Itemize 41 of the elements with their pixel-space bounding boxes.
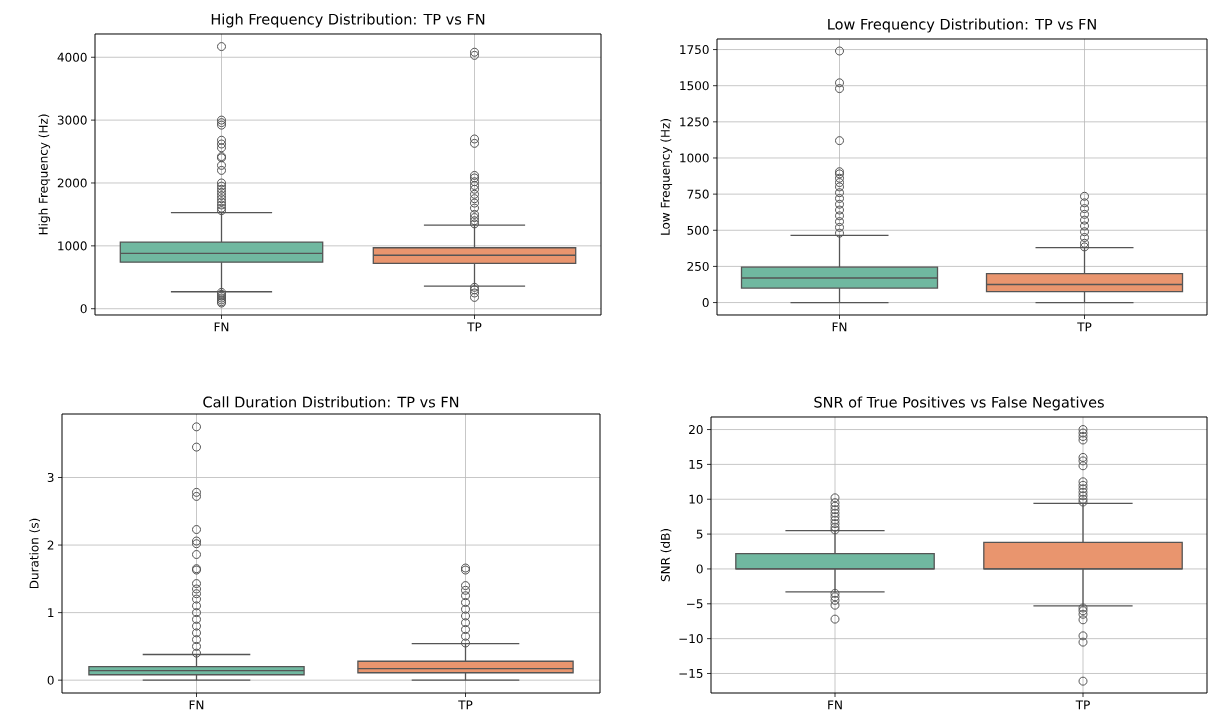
y-tick-label: 0 bbox=[80, 304, 87, 314]
y-axis-title: Duration (s) bbox=[29, 518, 40, 589]
y-tick-label: 4000 bbox=[57, 52, 87, 62]
chart-title: High Frequency Distribution: TP vs FN bbox=[211, 13, 485, 28]
y-tick-label: 10 bbox=[689, 494, 703, 504]
x-tick-label: FN bbox=[828, 700, 842, 710]
y-tick-label: 2000 bbox=[57, 178, 87, 188]
x-tick-label: TP bbox=[1075, 700, 1090, 710]
y-tick-label: −10 bbox=[679, 634, 703, 644]
y-axis-title: Low Frequency (Hz) bbox=[660, 119, 673, 235]
y-tick-label: 500 bbox=[687, 225, 709, 235]
y-tick-label: 250 bbox=[687, 261, 709, 271]
y-tick-label: −15 bbox=[679, 669, 703, 678]
y-tick-label: 1 bbox=[48, 608, 54, 617]
x-tick-label: TP bbox=[467, 322, 482, 332]
y-axis-title: High Frequency (Hz) bbox=[38, 114, 51, 235]
y-tick-label: 2 bbox=[47, 540, 54, 550]
y-tick-label: 750 bbox=[687, 189, 709, 199]
y-axis-title: SNR (dB) bbox=[660, 529, 672, 582]
x-tick-label: FN bbox=[832, 322, 847, 332]
y-tick-label: 3000 bbox=[57, 115, 87, 125]
x-tick-label: FN bbox=[214, 322, 229, 332]
y-tick-label: 1000 bbox=[58, 241, 87, 251]
y-tick-label: −5 bbox=[687, 599, 703, 609]
y-tick-label: 0 bbox=[696, 564, 703, 574]
y-tick-label: 20 bbox=[689, 425, 703, 435]
y-tick-label: 1000 bbox=[680, 153, 709, 163]
y-tick-label: 3 bbox=[47, 472, 54, 483]
y-tick-label: 5 bbox=[696, 529, 703, 539]
y-tick-label: 0 bbox=[47, 675, 54, 685]
chart-title: Call Duration Distribution: TP vs FN bbox=[203, 396, 459, 408]
y-tick-label: 1250 bbox=[680, 117, 709, 127]
y-tick-label: 1750 bbox=[680, 45, 709, 55]
chart-title: Low Frequency Distribution: TP vs FN bbox=[828, 18, 1096, 33]
chart-title: SNR of True Positives vs False Negatives bbox=[814, 396, 1104, 411]
y-tick-label: 15 bbox=[689, 459, 703, 469]
x-tick-label: TP bbox=[1077, 322, 1092, 332]
y-tick-label: 1500 bbox=[680, 81, 709, 91]
y-tick-label: 0 bbox=[702, 298, 709, 308]
x-tick-label: FN bbox=[189, 700, 204, 710]
x-tick-label: TP bbox=[458, 700, 473, 710]
